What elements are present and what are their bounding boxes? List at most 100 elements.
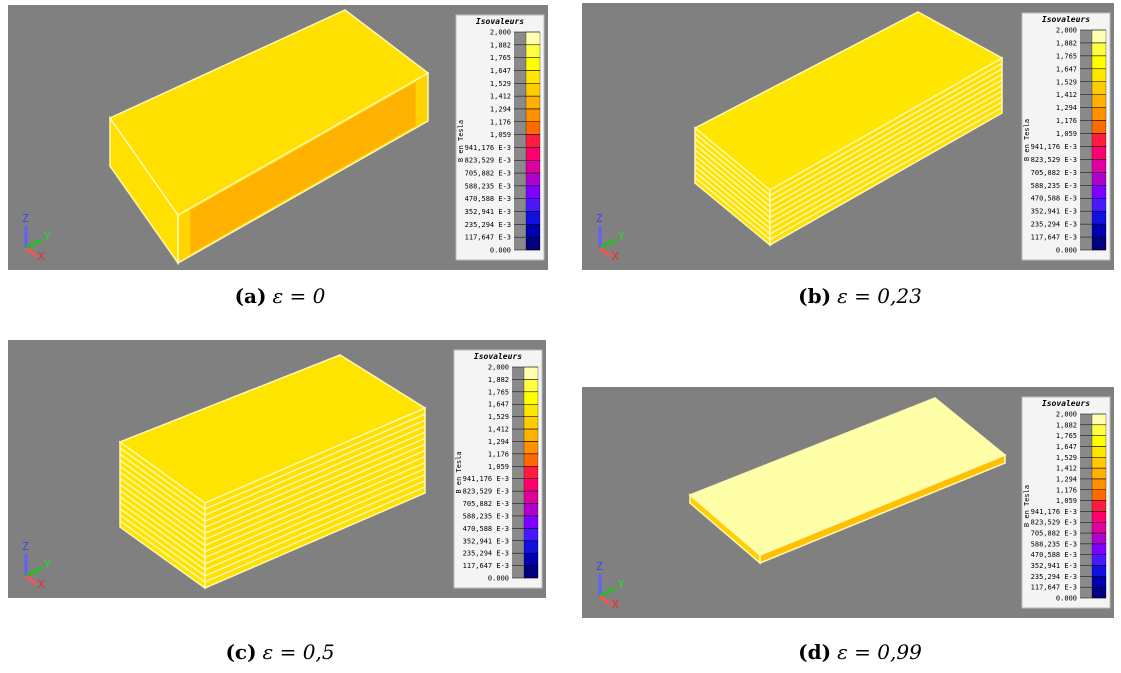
- colorbar-swatch: [525, 95, 541, 110]
- legend-level: 1,529: [490, 80, 511, 88]
- colorbar-swatch: [1091, 223, 1107, 238]
- layer-line: [119, 437, 426, 535]
- caption-text: ε = 0: [272, 284, 326, 308]
- legend-level: 2,000: [490, 29, 511, 37]
- colorbar-swatch: [1091, 587, 1107, 599]
- colorbar-swatch: [1091, 489, 1107, 501]
- colorbar-swatch: [1091, 522, 1107, 534]
- legend-level: 1,059: [490, 131, 511, 139]
- axis-x-label: X: [38, 250, 45, 263]
- legend-level: 823,529 E-3: [1031, 519, 1077, 527]
- axis-y: [25, 238, 43, 250]
- legend-level: 705,882 E-3: [465, 170, 511, 178]
- box-top: [108, 9, 430, 216]
- legend-level: 1,059: [488, 463, 509, 471]
- legend-title: Isovaleurs: [1042, 399, 1090, 408]
- legend-level: 1,647: [490, 67, 511, 75]
- colorbar-swatch: [525, 70, 541, 84]
- legend-level: 1,294: [1056, 475, 1077, 483]
- layer-line: [119, 413, 426, 510]
- legend-level: 705,882 E-3: [1031, 530, 1077, 538]
- colorbar-swatch: [525, 172, 541, 187]
- layer-line: [694, 68, 1003, 202]
- colorbar-swatch: [1091, 185, 1107, 199]
- caption: (b) ε = 0,23: [710, 284, 1010, 308]
- colorbar-gray: [514, 32, 526, 250]
- colorbar-swatch: [523, 379, 539, 392]
- caption-label: (d): [798, 640, 832, 664]
- layer-line: [694, 62, 1003, 197]
- colorbar-swatch: [1091, 172, 1107, 186]
- legend-level: 1,765: [1056, 52, 1077, 60]
- colorbar-swatch: [523, 503, 539, 517]
- caption: (c) ε = 0,5: [130, 640, 430, 664]
- legend-title: Isovaleurs: [476, 17, 524, 26]
- colorbar-swatch: [1091, 68, 1107, 82]
- colorbar-swatch: [1091, 478, 1107, 490]
- colorbar-swatch: [523, 416, 539, 430]
- colorbar-swatch: [1091, 146, 1107, 160]
- legend-level: 823,529 E-3: [1031, 156, 1077, 164]
- legend-level: 1,882: [1056, 421, 1077, 429]
- legend-level: 588,235 E-3: [465, 182, 511, 190]
- legend-level: 1,176: [488, 450, 509, 458]
- legend-level: 1,412: [490, 93, 511, 101]
- legend-level: 1,059: [1056, 497, 1077, 505]
- colorbar-swatch: [525, 224, 541, 238]
- panel: Z YX Isovaleurs 2,000 1,882 1,765 1,647 1,529 1,…: [8, 340, 546, 598]
- colorbar-swatch: [525, 121, 541, 135]
- colorbar-swatch: [525, 44, 541, 58]
- colorbar-swatch: [523, 441, 539, 455]
- colorbar-swatch: [523, 466, 539, 479]
- colorbar-gray: [1080, 414, 1092, 598]
- legend-unit: B en Tesla: [457, 120, 465, 162]
- axis-x: [599, 594, 611, 606]
- legend-level: 1,412: [1056, 465, 1077, 473]
- layer-line: [694, 84, 1003, 219]
- box-top: [693, 11, 1004, 191]
- layer-line: [119, 455, 426, 553]
- colorbar-swatch: [525, 211, 541, 225]
- colorbar-swatch: [525, 134, 541, 148]
- legend-level: 352,941 E-3: [1031, 208, 1077, 216]
- axis-z-label: Z: [596, 560, 603, 573]
- legend-level: 1,647: [488, 401, 509, 409]
- legend-level: 2,000: [1056, 411, 1077, 419]
- legend-level: 2,000: [1056, 27, 1077, 35]
- layer-line: [694, 95, 1003, 230]
- legend-level: 235,294 E-3: [1031, 573, 1077, 581]
- caption: (a) ε = 0: [130, 284, 430, 308]
- legend-level: 470,588 E-3: [465, 195, 511, 203]
- layer-line: [119, 480, 426, 577]
- colorbar-swatch: [525, 147, 541, 161]
- legend-level: 1,882: [488, 376, 509, 384]
- legend-level: 117,647 E-3: [1031, 584, 1077, 592]
- legend-level: 235,294 E-3: [1031, 221, 1077, 229]
- layer-line: [119, 449, 426, 547]
- layer-line: [694, 106, 1003, 241]
- colorbar-swatch: [1091, 133, 1107, 147]
- layer-line: [119, 474, 426, 571]
- colorbar-swatch: [1091, 159, 1107, 173]
- caption-text: ε = 0,5: [262, 640, 335, 664]
- colorbar-swatch: [523, 553, 539, 566]
- colorbar-swatch: [1091, 565, 1107, 577]
- axis-x-label: X: [612, 250, 619, 263]
- legend-level: 470,588 E-3: [1031, 551, 1077, 559]
- legend-title: Isovaleurs: [474, 352, 522, 361]
- legend-level: 470,588 E-3: [1031, 195, 1077, 203]
- legend-level: 1,176: [490, 118, 511, 126]
- colorbar-swatch: [523, 404, 539, 417]
- legend-level: 823,529 E-3: [463, 488, 509, 496]
- layer-line: [119, 468, 426, 565]
- colorbar-swatch: [1091, 446, 1107, 458]
- axis-z-label: Z: [22, 212, 29, 225]
- colorbar-swatch: [1091, 413, 1107, 425]
- colorbar-swatch: [523, 478, 539, 492]
- legend-level: 941,176 E-3: [1031, 508, 1077, 516]
- axis-z-label: Z: [596, 212, 603, 225]
- legend-level: 1,529: [488, 413, 509, 421]
- axis-x-label: X: [612, 598, 619, 611]
- legend-level: 1,765: [490, 54, 511, 62]
